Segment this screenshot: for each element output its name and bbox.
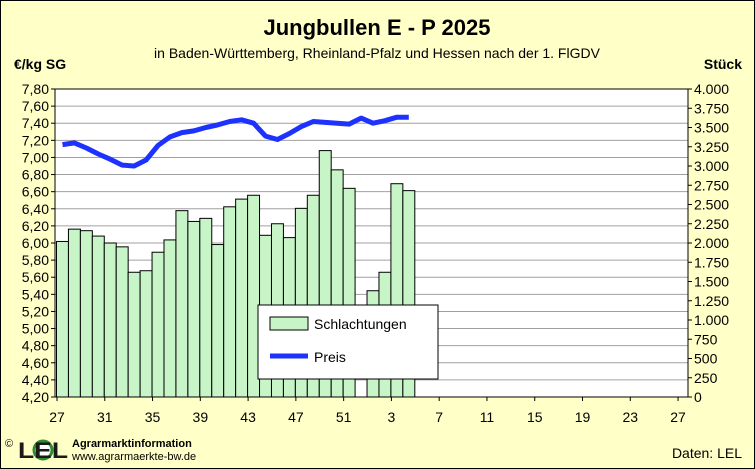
y-left-tick-label: 4,20 [22, 389, 49, 405]
bar-week-41 [223, 206, 237, 398]
x-tick-label: 27 [49, 409, 65, 425]
x-tick-label: 7 [435, 409, 443, 425]
legend-label-schlachtungen: Schlachtungen [314, 316, 407, 332]
legend: Schlachtungen Preis [257, 304, 439, 380]
x-tick-label: 47 [288, 409, 304, 425]
y-left-tick-label: 4,60 [22, 355, 49, 371]
y-right-tick-label: 4.000 [694, 81, 729, 97]
y-right-tick-label: 2.000 [694, 235, 729, 251]
x-tick-label: 19 [575, 409, 591, 425]
y-left-tick-label: 7,00 [22, 149, 49, 165]
x-tick-label: 27 [670, 409, 686, 425]
x-tick-label: 15 [527, 409, 543, 425]
data-source: Daten: LEL [672, 445, 742, 461]
y-left-tick-label: 4,80 [22, 338, 49, 354]
y-left-tick-label: 6,20 [22, 218, 49, 234]
y-left-tick-label: 6,80 [22, 167, 49, 183]
y-left-tick-label: 6,40 [22, 201, 49, 217]
y-right-tick-label: 1.000 [694, 312, 729, 328]
x-tick-label: 3 [388, 409, 396, 425]
bar-week-40 [211, 244, 225, 398]
x-tick-label: 43 [240, 409, 256, 425]
x-axis: 27 31 35 39 43 47 51 3 7 11 15 19 23 27 [49, 397, 686, 425]
y-right-tick-label: 1.250 [694, 293, 729, 309]
y-left-tick-label: 5,80 [22, 252, 49, 268]
y-left-tick-label: 5,60 [22, 269, 49, 285]
y-right-tick-label: 1.750 [694, 254, 729, 270]
bar-week-31 [103, 242, 117, 398]
y-left-tick-label: 7,20 [22, 132, 49, 148]
bar-week-30 [91, 235, 105, 398]
price-line [62, 114, 409, 169]
y-right-tick-label: 250 [694, 370, 718, 386]
logo-ring-icon [32, 439, 54, 461]
bar-week-37 [175, 210, 189, 398]
bar-week-39 [199, 217, 213, 398]
bar-week-33 [127, 271, 141, 398]
y-right-tick-label: 3.500 [694, 120, 729, 136]
x-tick-label: 35 [145, 409, 161, 425]
brand-url: www.agrarmaerkte-bw.de [71, 451, 196, 463]
x-tick-label: 11 [480, 409, 495, 425]
copyright-symbol: © [5, 438, 13, 450]
y-right-tick-label: 3.250 [694, 139, 729, 155]
bar-week-28 [67, 228, 81, 398]
chart-title: Jungbullen E - P 2025 [264, 15, 491, 40]
y-left-axis: 4,204,404,604,805,00 5,205,405,605,806,00… [22, 81, 55, 405]
y-right-axis-label: Stück [704, 56, 742, 72]
y-left-tick-label: 7,40 [22, 115, 49, 131]
y-right-tick-label: 0 [694, 389, 702, 405]
y-left-tick-label: 7,80 [22, 81, 49, 97]
bar-week-29 [79, 230, 93, 398]
bar-week-42 [235, 198, 249, 398]
y-right-axis: 0 250 500 750 1.000 1.250 1.500 1.750 2.000 2.250… [688, 81, 729, 405]
x-tick-label: 23 [622, 409, 638, 425]
y-left-tick-label: 4,40 [22, 372, 49, 388]
y-left-axis-label: €/kg SG [14, 56, 66, 72]
y-left-tick-label: 6,00 [22, 235, 49, 251]
lel-logo: LEL [18, 438, 68, 463]
bar-week-32 [115, 246, 129, 398]
y-right-tick-label: 1.500 [694, 274, 729, 290]
y-right-tick-label: 500 [694, 351, 718, 367]
y-left-tick-label: 6,60 [22, 184, 49, 200]
chart-subtitle: in Baden-Württemberg, Rheinland-Pfalz un… [154, 45, 601, 61]
y-left-tick-label: 5,20 [22, 303, 49, 319]
y-left-tick-label: 5,00 [22, 321, 49, 337]
y-left-tick-label: 7,60 [22, 98, 49, 114]
y-right-tick-label: 2.750 [694, 177, 729, 193]
brand-name: Agrarmarktinformation [72, 438, 192, 450]
bar-week-38 [187, 220, 201, 398]
y-right-tick-label: 3.000 [694, 158, 729, 174]
legend-swatch-schlachtungen [269, 316, 309, 331]
legend-label-preis: Preis [314, 349, 346, 365]
y-right-tick-label: 2.250 [694, 216, 729, 232]
bar-week-34 [139, 270, 153, 398]
line-series-preis [62, 114, 409, 169]
y-right-tick-label: 750 [694, 331, 718, 347]
x-tick-label: 39 [193, 409, 209, 425]
bar-week-27 [56, 240, 69, 398]
footer: © LEL Agrarmarktinformation www.agrarmae… [5, 438, 742, 463]
bar-week-36 [163, 239, 177, 398]
y-right-tick-label: 2.500 [694, 197, 729, 213]
y-left-tick-label: 5,40 [22, 286, 49, 302]
x-tick-label: 31 [97, 409, 113, 425]
y-right-tick-label: 3.750 [694, 100, 729, 116]
bar-week-35 [151, 251, 165, 398]
x-tick-label: 51 [336, 409, 352, 425]
